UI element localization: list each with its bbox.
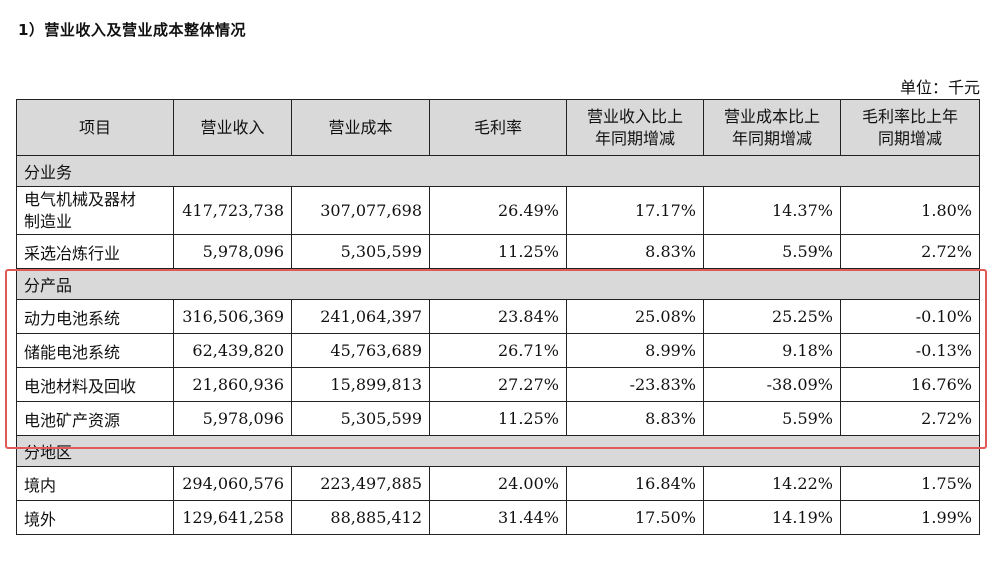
header-margin-change: 毛利率比上年 同期增减 <box>840 99 980 156</box>
header-margin-change-line-1: 毛利率比上年 <box>861 106 958 126</box>
cell-cost-change: -38.09% <box>703 367 841 402</box>
section-row-product: 分产品 <box>16 268 980 300</box>
cell-cost-change: 25.25% <box>703 299 841 334</box>
header-margin-change-line-2: 同期增减 <box>877 128 942 148</box>
cell-revenue-change: -23.83% <box>566 367 704 402</box>
cell-cost-change: 5.59% <box>703 401 841 436</box>
cell-revenue-change: 8.99% <box>566 333 704 368</box>
cell-revenue: 5,978,096 <box>173 401 292 436</box>
cell-revenue: 294,060,576 <box>173 466 292 501</box>
header-item: 项目 <box>16 99 174 156</box>
cell-cost: 88,885,412 <box>291 500 430 535</box>
cell-revenue: 417,723,738 <box>173 186 292 235</box>
table-header-row: 项目 营业收入 营业成本 毛利率 营业收入比上 年同期增减 营业成本比上 年同期… <box>16 99 980 156</box>
header-revenue: 营业收入 <box>173 99 292 156</box>
cell-margin: 27.27% <box>429 367 567 402</box>
cell-margin-change: 1.75% <box>840 466 980 501</box>
cell-margin-change: 1.99% <box>840 500 980 535</box>
cell-revenue: 62,439,820 <box>173 333 292 368</box>
cell-cost: 45,763,689 <box>291 333 430 368</box>
cell-margin-change: -0.13% <box>840 333 980 368</box>
cell-cost-change: 14.19% <box>703 500 841 535</box>
header-revenue-change: 营业收入比上 年同期增减 <box>566 99 704 156</box>
cell-revenue: 129,641,258 <box>173 500 292 535</box>
table-row: 电池矿产资源 5,978,096 5,305,599 11.25% 8.83% … <box>16 401 980 436</box>
header-revenue-change-line-1: 营业收入比上 <box>586 106 683 126</box>
header-cost-change: 营业成本比上 年同期增减 <box>703 99 841 156</box>
cell-cost: 5,305,599 <box>291 234 430 269</box>
header-cost-change-line-2: 年同期增减 <box>731 128 812 148</box>
cell-revenue: 5,978,096 <box>173 234 292 269</box>
header-margin: 毛利率 <box>429 99 567 156</box>
cell-revenue: 316,506,369 <box>173 299 292 334</box>
section-row-business: 分业务 <box>16 155 980 187</box>
cell-cost: 5,305,599 <box>291 401 430 436</box>
cell-revenue-change: 8.83% <box>566 234 704 269</box>
section-label: 分地区 <box>16 435 980 467</box>
unit-label: 单位：千元 <box>899 78 980 97</box>
section-label: 分产品 <box>16 268 980 300</box>
cell-margin-change: 2.72% <box>840 401 980 436</box>
row-name: 电池矿产资源 <box>16 401 174 436</box>
cell-margin: 26.71% <box>429 333 567 368</box>
header-cost-change-line-1: 营业成本比上 <box>723 106 820 126</box>
cell-margin: 31.44% <box>429 500 567 535</box>
cell-revenue-change: 16.84% <box>566 466 704 501</box>
cell-cost-change: 14.22% <box>703 466 841 501</box>
cell-margin: 11.25% <box>429 234 567 269</box>
table-row: 采选冶炼行业 5,978,096 5,305,599 11.25% 8.83% … <box>16 234 980 269</box>
cell-cost: 15,899,813 <box>291 367 430 402</box>
cell-margin: 26.49% <box>429 186 567 235</box>
section-title: 1）营业收入及营业成本整体情况 <box>18 21 246 39</box>
row-name: 境内 <box>16 466 174 501</box>
cell-cost: 223,497,885 <box>291 466 430 501</box>
cell-cost-change: 5.59% <box>703 234 841 269</box>
section-row-region: 分地区 <box>16 435 980 467</box>
cell-revenue-change: 25.08% <box>566 299 704 334</box>
cell-cost: 307,077,698 <box>291 186 430 235</box>
cell-revenue-change: 17.17% <box>566 186 704 235</box>
row-name-line-2: 制造业 <box>24 211 73 231</box>
table-row: 境内 294,060,576 223,497,885 24.00% 16.84%… <box>16 466 980 501</box>
table-row: 电池材料及回收 21,860,936 15,899,813 27.27% -23… <box>16 367 980 402</box>
header-revenue-change-line-2: 年同期增减 <box>594 128 675 148</box>
cell-cost-change: 14.37% <box>703 186 841 235</box>
section-label: 分业务 <box>16 155 980 187</box>
cell-margin: 11.25% <box>429 401 567 436</box>
row-name: 电气机械及器材 制造业 <box>16 186 174 235</box>
row-name: 采选冶炼行业 <box>16 234 174 269</box>
table-row: 境外 129,641,258 88,885,412 31.44% 17.50% … <box>16 500 980 535</box>
cell-margin-change: 16.76% <box>840 367 980 402</box>
row-name: 储能电池系统 <box>16 333 174 368</box>
cell-margin-change: 1.80% <box>840 186 980 235</box>
row-name: 动力电池系统 <box>16 299 174 334</box>
table-row: 储能电池系统 62,439,820 45,763,689 26.71% 8.99… <box>16 333 980 368</box>
cell-revenue-change: 8.83% <box>566 401 704 436</box>
table-row: 电气机械及器材 制造业 417,723,738 307,077,698 26.4… <box>16 186 980 235</box>
cell-margin-change: -0.10% <box>840 299 980 334</box>
cell-cost-change: 9.18% <box>703 333 841 368</box>
cell-cost: 241,064,397 <box>291 299 430 334</box>
row-name: 境外 <box>16 500 174 535</box>
row-name-line-1: 电气机械及器材 <box>24 189 137 209</box>
financial-table: 项目 营业收入 营业成本 毛利率 营业收入比上 年同期增减 营业成本比上 年同期… <box>16 99 980 535</box>
cell-margin-change: 2.72% <box>840 234 980 269</box>
header-cost: 营业成本 <box>291 99 430 156</box>
row-name: 电池材料及回收 <box>16 367 174 402</box>
cell-margin: 24.00% <box>429 466 567 501</box>
table-row: 动力电池系统 316,506,369 241,064,397 23.84% 25… <box>16 299 980 334</box>
cell-margin: 23.84% <box>429 299 567 334</box>
cell-revenue: 21,860,936 <box>173 367 292 402</box>
cell-revenue-change: 17.50% <box>566 500 704 535</box>
